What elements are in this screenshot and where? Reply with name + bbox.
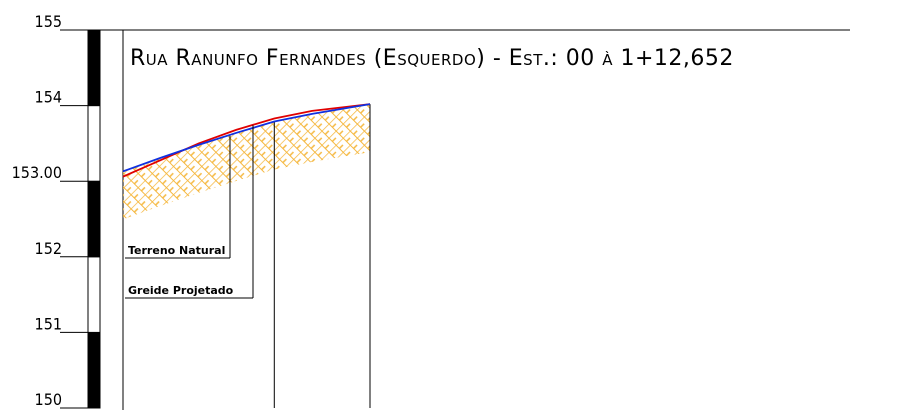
scale-bar-segment bbox=[87, 29, 101, 107]
y-tick-label: 151 bbox=[35, 314, 62, 333]
soil-hatch bbox=[123, 104, 370, 220]
scale-bar-segment bbox=[87, 180, 101, 258]
y-tick-label: 155 bbox=[35, 12, 62, 31]
scale-bar-segment bbox=[87, 256, 101, 333]
y-tick-label: 153.00 bbox=[12, 163, 62, 182]
scale-bar-segment bbox=[87, 331, 101, 409]
title: Rua Ranunfo Fernandes (Esquerdo) - Est.:… bbox=[130, 46, 734, 71]
y-tick-label: 152 bbox=[35, 239, 62, 258]
annotation: Terreno Natural bbox=[128, 244, 225, 257]
profile-line bbox=[122, 103, 371, 178]
y-tick-label: 154 bbox=[35, 88, 62, 107]
annotation: Greide Projetado bbox=[128, 284, 234, 297]
profile-line bbox=[122, 103, 371, 173]
scale-bar-segment bbox=[87, 105, 101, 182]
y-tick-label: 150 bbox=[35, 390, 62, 409]
